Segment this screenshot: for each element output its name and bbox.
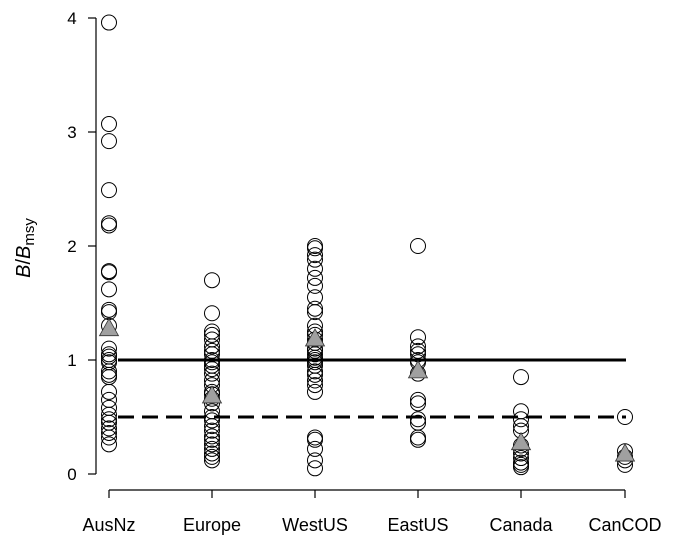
data-point [204,412,220,429]
data-point [307,452,323,469]
data-point [307,460,323,477]
data-point [204,452,220,469]
data-point [307,366,323,383]
data-point [204,422,220,439]
data-point [307,277,323,294]
data-point [307,431,323,448]
data-point [410,338,426,355]
mean-marker [407,360,429,379]
y-axis: 0 1 2 3 4 [67,9,97,484]
data-point [307,251,323,268]
data-point [101,429,117,446]
data-point [307,372,323,389]
mean-marker [510,431,532,451]
data-point [513,450,529,467]
data-point [410,411,426,428]
data-point [101,436,117,453]
mean-marker [98,317,120,337]
data-point [101,263,117,280]
y-axis-label-part: B [13,265,35,278]
data-point [410,329,426,346]
data-point [307,346,323,363]
data-point [204,338,220,355]
data-point [204,448,220,465]
data-point [204,365,220,382]
data-point [204,431,220,448]
x-tick-label: Europe [183,515,241,535]
y-tick-label: 0 [67,465,76,484]
y-axis-label-part: / [13,259,35,265]
data-point [204,305,220,322]
x-tick-label: WestUS [282,515,348,535]
data-point [307,363,323,380]
data-point [204,445,220,462]
data-point [101,383,117,400]
data-point [204,440,220,457]
data-point [307,304,323,321]
data-point [513,418,529,435]
data-point [101,420,117,437]
data-point [101,406,117,423]
data-point [101,281,117,298]
data-point [307,247,323,264]
data-point [204,361,220,378]
data-point [307,269,323,286]
data-point [307,354,323,371]
data-point [204,428,220,445]
data-point [101,340,117,357]
data-point [204,272,220,289]
data-point [204,354,220,371]
y-tick-label: 1 [67,351,76,370]
data-point [204,418,220,435]
data-point [204,342,220,359]
data-point [307,289,323,306]
data-point [307,260,323,277]
data-point [410,391,426,408]
data-points [98,14,636,477]
y-axis-label-subscript: msy [21,218,38,246]
y-tick-label: 4 [67,9,76,28]
data-point [101,182,117,199]
x-tick-label: EastUS [387,515,448,535]
data-point [101,264,117,281]
y-tick-label: 3 [67,123,76,142]
data-point [101,424,117,441]
x-tick-label: CanCOD [588,515,661,535]
data-point [101,133,117,150]
y-axis-label: B/Bmsy [13,218,38,278]
data-point [101,116,117,133]
data-point [513,411,529,428]
data-point [410,395,426,412]
data-point [204,436,220,453]
y-axis-label-part: B [13,246,35,259]
data-point [307,440,323,457]
mean-marker [201,385,223,404]
reference-lines [118,358,626,419]
x-axis: AusNz Europe WestUS EastUS Canada CanCOD [82,489,662,535]
data-point [513,459,529,476]
data-point [410,431,426,448]
data-point [101,217,117,234]
data-point [307,383,323,400]
data-point [307,240,323,257]
data-point [101,14,117,31]
data-point [101,363,117,380]
mean-marker [614,443,636,462]
mean-marker [304,328,326,347]
data-point [410,238,426,254]
x-tick-label: AusNz [82,515,135,535]
data-point [204,326,220,343]
x-tick-label: Canada [489,515,553,535]
data-point [101,411,117,428]
data-point [204,409,220,425]
y-tick-label: 2 [67,237,76,256]
data-point [513,369,529,386]
data-point [307,377,323,394]
data-point [307,300,323,317]
data-point [617,409,633,425]
data-point [410,342,426,359]
